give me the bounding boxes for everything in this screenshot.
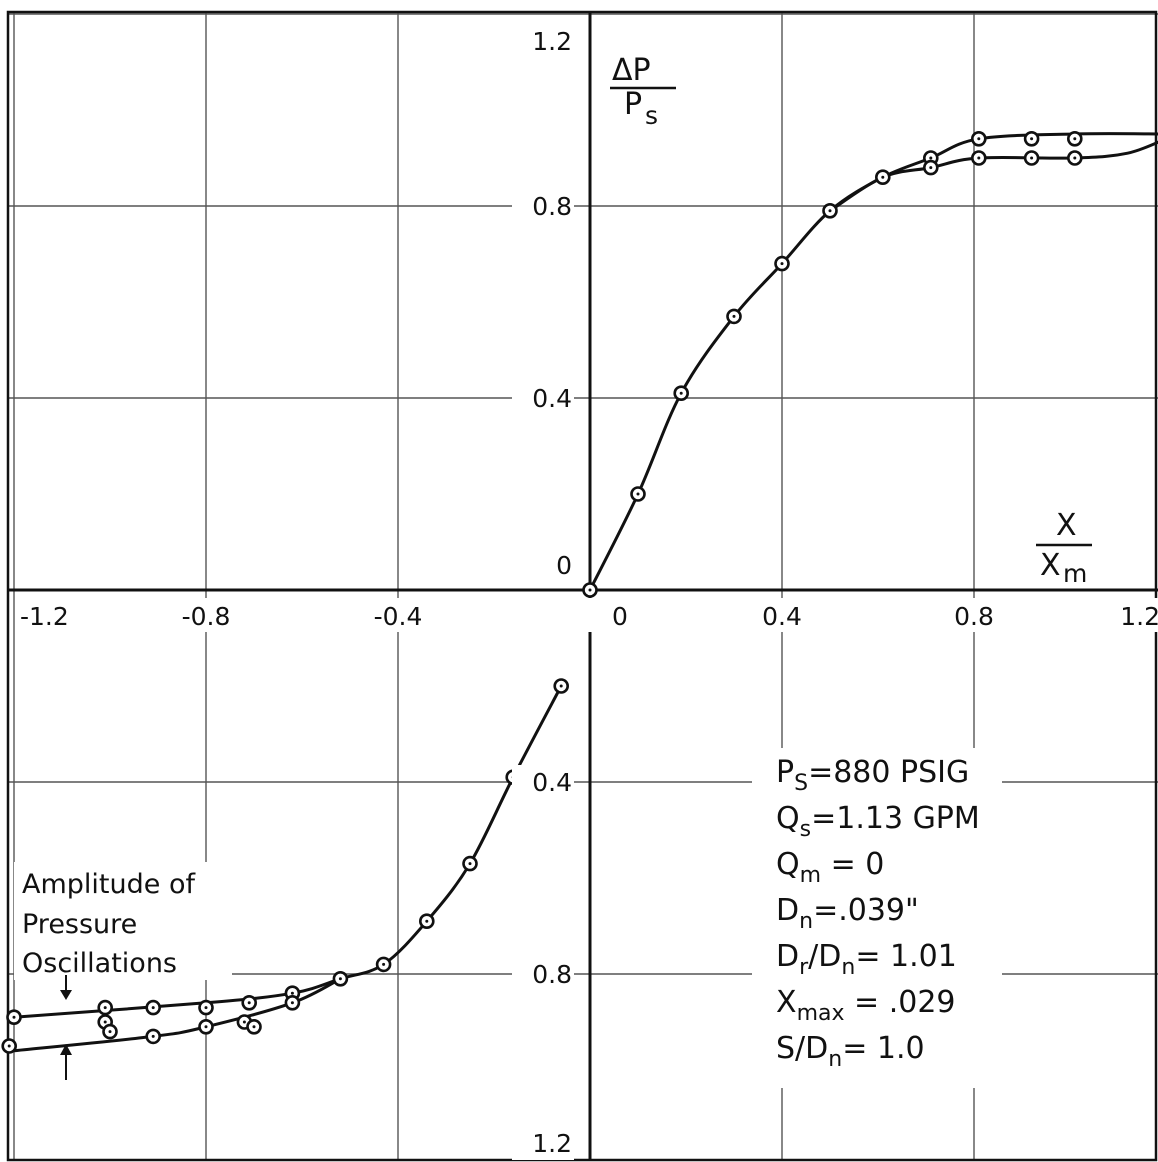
data-point-center xyxy=(103,1020,107,1024)
data-point-center xyxy=(247,1001,251,1005)
tick-backdrop xyxy=(512,24,574,58)
data-point-center xyxy=(204,1006,208,1010)
data-point-center xyxy=(12,1015,16,1019)
x-tick-label: -1.2 xyxy=(20,602,69,631)
data-point-center xyxy=(151,1034,155,1038)
arrow-up-head xyxy=(60,1044,72,1055)
condition-line: S/Dn= 1.0 xyxy=(776,1031,925,1072)
curve-2 xyxy=(588,132,1158,591)
x-axis-label: X X m xyxy=(1036,508,1092,588)
data-point-center xyxy=(929,156,933,160)
y-tick-label: 1.2 xyxy=(532,27,572,56)
tick-backdrop xyxy=(364,598,432,632)
condition-line: Dn=.039" xyxy=(776,893,919,934)
data-point-center xyxy=(382,962,386,966)
y-tick-label: 1.2 xyxy=(532,1129,572,1158)
data-point-center xyxy=(1073,137,1077,141)
conditions-backdrop xyxy=(752,748,1002,1088)
condition-line: Qs=1.13 GPM xyxy=(776,801,980,842)
x-tick-label: -0.4 xyxy=(374,602,423,631)
data-point-center xyxy=(679,391,683,395)
data-point-center xyxy=(252,1025,256,1029)
x-tick-labels: -1.2 -0.8 -0.4 0 0.4 0.8 1.2 xyxy=(16,598,1158,632)
tick-backdrop xyxy=(748,598,816,632)
data-point-center xyxy=(425,919,429,923)
annotation-line-3: Oscillations xyxy=(22,948,177,979)
data-point-center xyxy=(732,314,736,318)
data-point-center xyxy=(1030,137,1034,141)
y-axis-label-numerator: ΔP xyxy=(612,53,651,88)
y-tick-label: 0.4 xyxy=(532,768,572,797)
data-point-center xyxy=(881,175,885,179)
data-point-center xyxy=(780,262,784,266)
x-axis-label-denominator: X xyxy=(1040,548,1061,583)
data-point-center xyxy=(290,1001,294,1005)
data-point-center xyxy=(151,1006,155,1010)
data-point-center xyxy=(828,209,832,213)
tick-backdrop xyxy=(16,598,84,632)
tick-backdrop xyxy=(512,189,574,223)
x-axis-label-numerator: X xyxy=(1056,508,1077,543)
y-axis-label-subscript: s xyxy=(645,101,658,130)
data-point-center xyxy=(290,991,294,995)
condition-line: PS=880 PSIG xyxy=(776,755,969,796)
data-point-center xyxy=(977,156,981,160)
x-tick-label: 0.4 xyxy=(762,602,802,631)
data-point-center xyxy=(1073,156,1077,160)
arrow-down-head xyxy=(60,990,72,1000)
annotation-arrows xyxy=(60,975,72,1080)
tick-backdrop xyxy=(512,548,574,582)
data-point-center xyxy=(108,1030,112,1034)
tick-backdrop xyxy=(512,381,574,415)
data-point-center xyxy=(7,1044,11,1048)
annotation-backdrop xyxy=(14,862,232,980)
data-point-center xyxy=(1030,156,1034,160)
condition-line: Qm = 0 xyxy=(776,847,884,888)
data-point-center xyxy=(636,492,640,496)
data-point-center xyxy=(588,588,592,592)
x-tick-label: 0 xyxy=(612,602,628,631)
data-point-center xyxy=(103,1006,107,1010)
data-point-center xyxy=(204,1025,208,1029)
data-point-center xyxy=(338,977,342,981)
data-point-center xyxy=(468,862,472,866)
test-conditions: PS=880 PSIG Qs=1.13 GPM Qm = 0 Dn=.039" Dr/D… xyxy=(776,755,980,1072)
condition-line: Dr/Dn= 1.01 xyxy=(776,939,957,980)
y-axis-label-denominator: P xyxy=(624,87,642,122)
y-axis-label: ΔP P s xyxy=(610,53,676,130)
tick-backdrop xyxy=(1108,598,1158,632)
amplitude-annotation: Amplitude of Pressure Oscillations xyxy=(22,869,196,979)
x-tick-label: 0.8 xyxy=(954,602,994,631)
x-axis-label-subscript: m xyxy=(1063,559,1087,588)
data-point-center xyxy=(242,1020,246,1024)
tick-backdrop xyxy=(512,765,574,799)
tick-backdrop xyxy=(172,598,240,632)
data-point-center xyxy=(929,166,933,170)
y-tick-labels: 1.2 0.8 0.4 0 0.4 0.8 1.2 xyxy=(512,24,574,1160)
tick-backdrop xyxy=(512,1126,574,1160)
tick-backdrop xyxy=(586,598,654,632)
x-tick-label: -0.8 xyxy=(182,602,231,631)
data-point-center xyxy=(559,684,563,688)
grid-lines xyxy=(6,10,1158,1162)
tick-backdrop xyxy=(940,598,1008,632)
x-tick-label: 1.2 xyxy=(1120,602,1158,631)
y-tick-label: 0.8 xyxy=(532,192,572,221)
condition-line: Xmax = .029 xyxy=(776,985,956,1026)
y-tick-label: 0.8 xyxy=(532,960,572,989)
y-tick-label: 0.4 xyxy=(532,384,572,413)
annotation-line-2: Pressure xyxy=(22,909,137,940)
y-tick-label: 0 xyxy=(556,551,572,580)
tick-backdrop xyxy=(512,957,574,991)
plot-frame xyxy=(6,10,1158,1162)
data-point-center xyxy=(977,137,981,141)
annotation-line-1: Amplitude of xyxy=(22,869,196,900)
